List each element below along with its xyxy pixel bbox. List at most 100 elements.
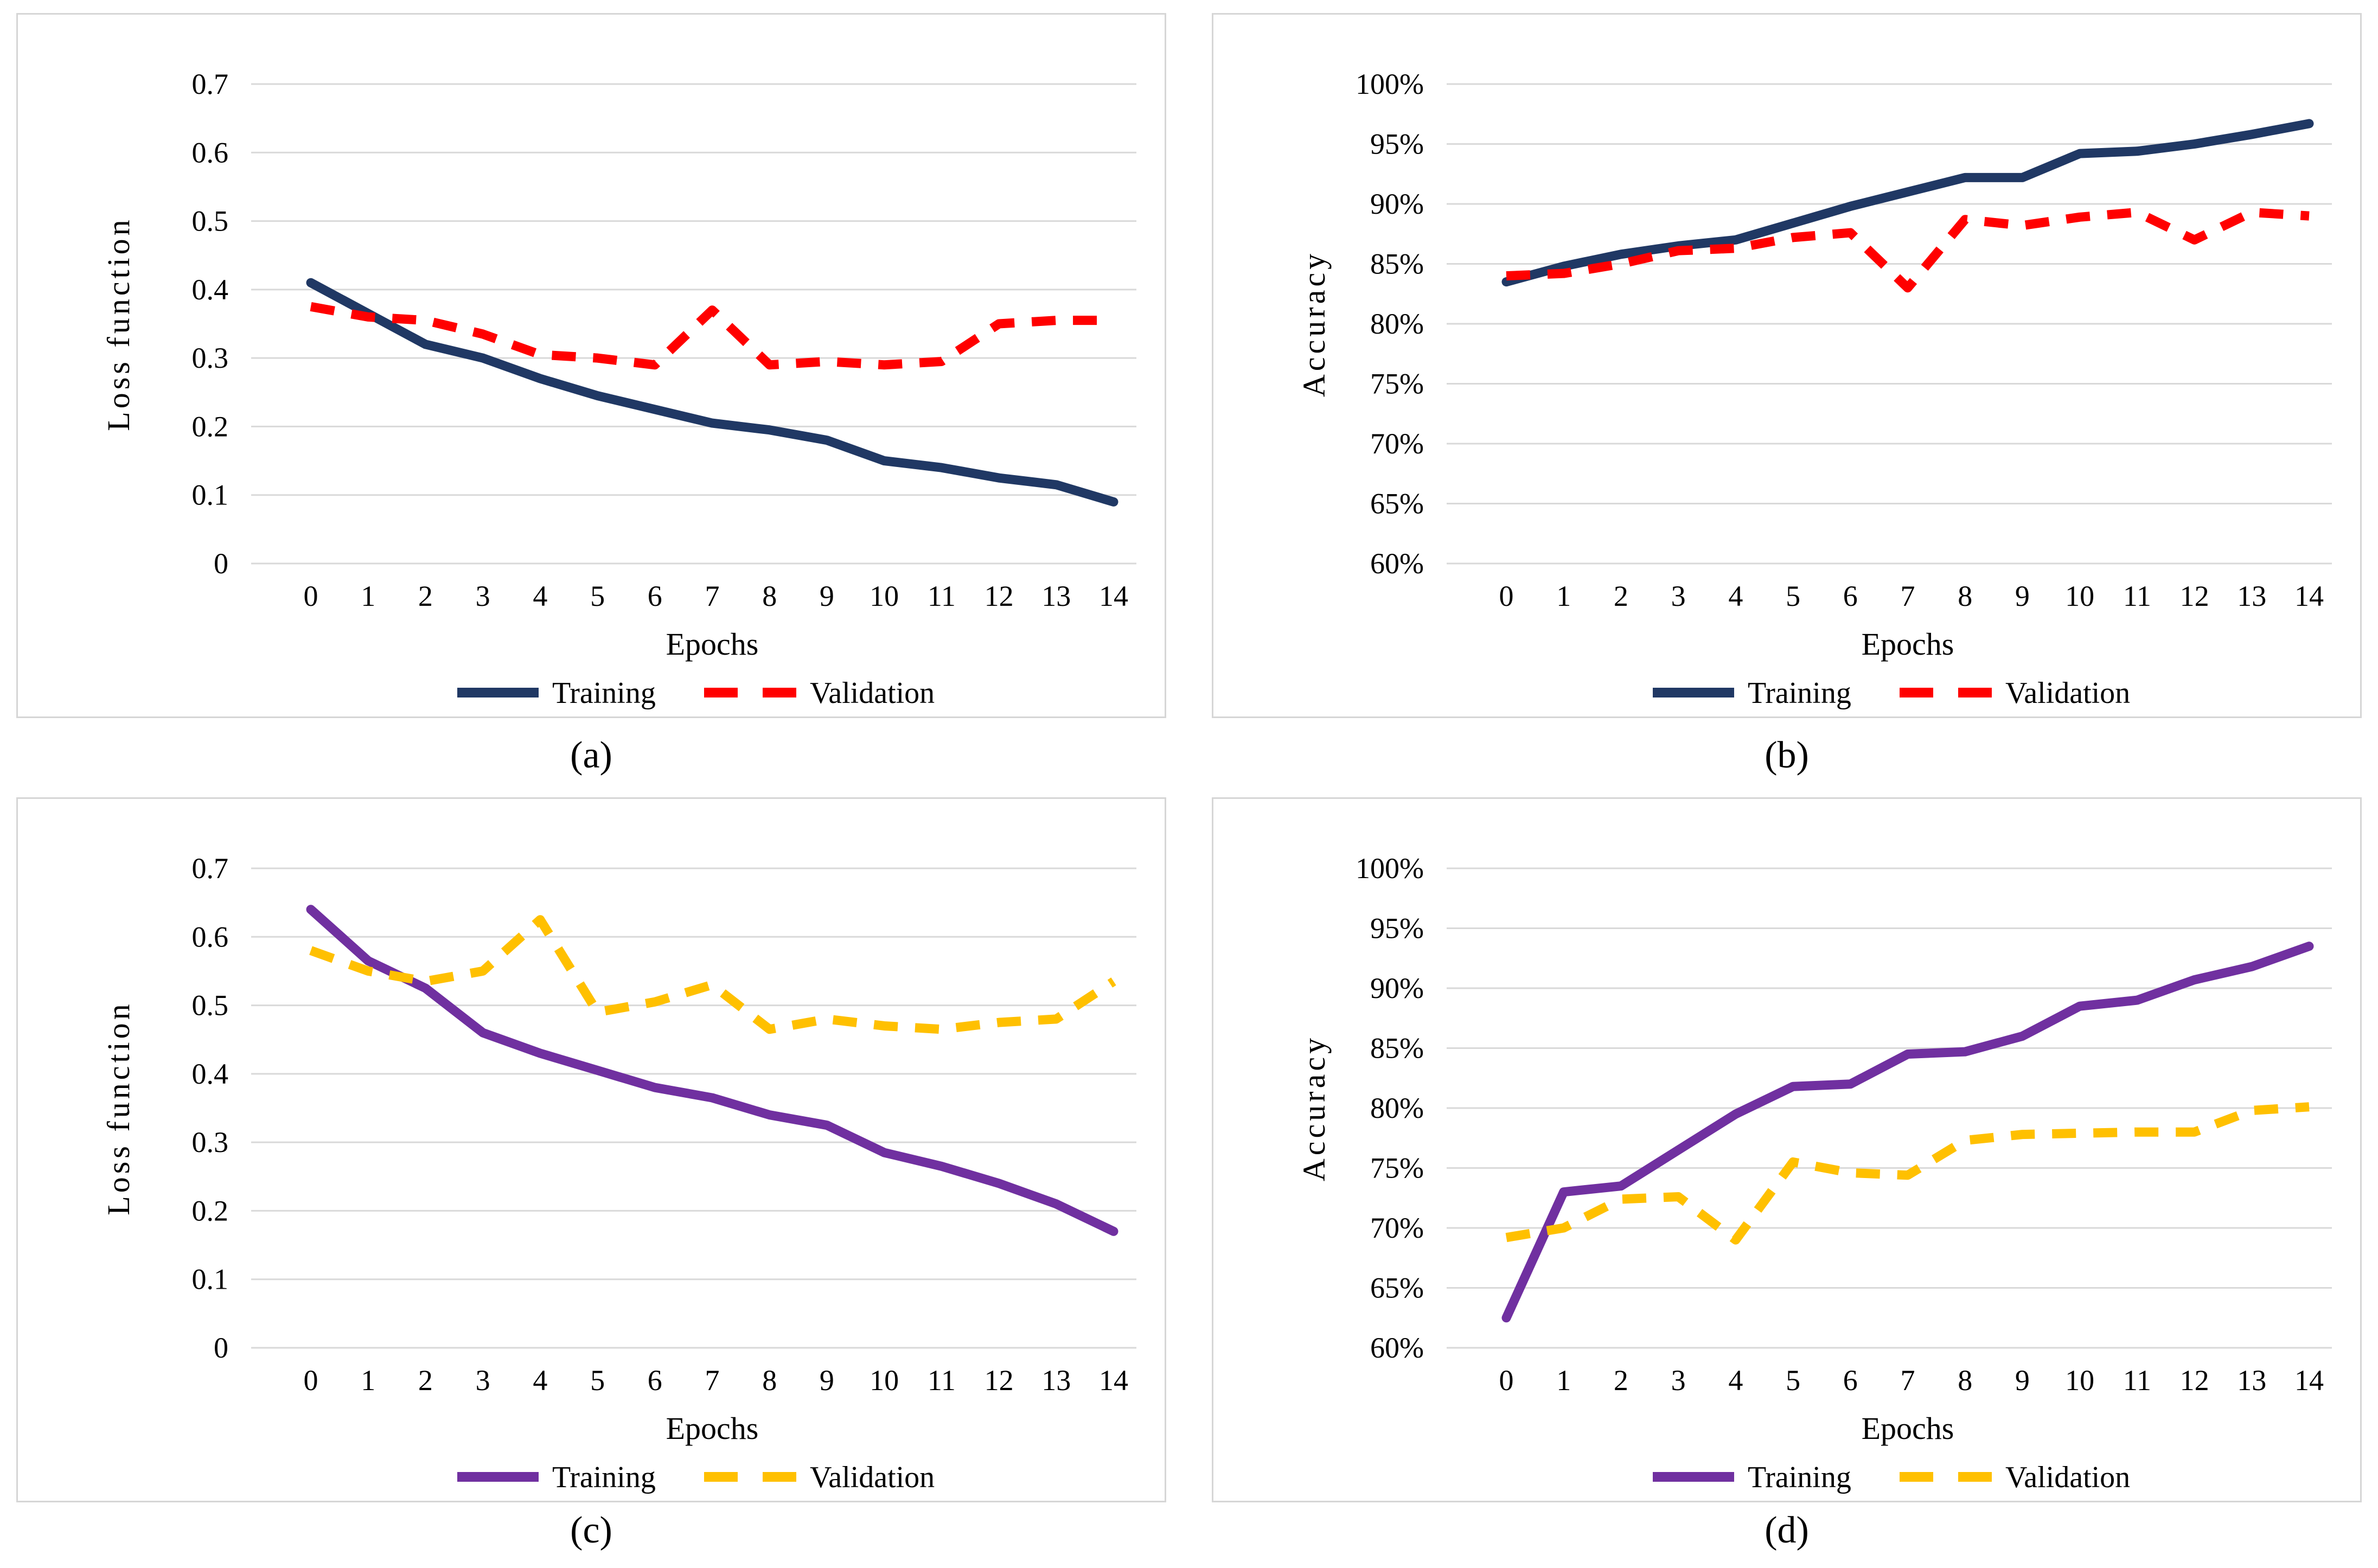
x-tick-label: 5: [590, 1364, 605, 1397]
y-tick-label: 80%: [1370, 1092, 1424, 1124]
training-line: [306, 905, 1118, 1236]
x-tick-label: 3: [476, 580, 490, 612]
legend-training-label: Training: [552, 676, 656, 710]
x-tick-label: 11: [928, 580, 956, 612]
x-tick-label: 2: [418, 1364, 433, 1397]
x-tick-label: 14: [2294, 580, 2324, 612]
x-tick-label: 11: [928, 1364, 956, 1397]
y-tick-label: 0.7: [192, 68, 229, 100]
x-tick-label: 2: [1614, 1364, 1628, 1397]
y-tick-label: 100%: [1356, 68, 1424, 100]
x-tick-label: 3: [1671, 1364, 1686, 1397]
validation-line: [310, 302, 1114, 370]
x-tick-label: 6: [1843, 1364, 1858, 1397]
panel-a: 0.7 0.6 0.5 0.4 0.3 0.2 0.1 0 Loss function 0 1 2 3 4…: [16, 13, 1166, 718]
x-tick-label: 3: [476, 1364, 490, 1397]
x-tick-label: 14: [2294, 1364, 2324, 1397]
caption-c: (c): [570, 1509, 612, 1551]
x-tick-label: 4: [533, 1364, 547, 1397]
x-tick-label: 1: [1556, 580, 1571, 612]
x-tick-label: 4: [1728, 580, 1743, 612]
y-tick-label: 85%: [1370, 248, 1424, 280]
y-tick-label: 60%: [1370, 1332, 1424, 1364]
legend-validation-label: Validation: [2005, 1461, 2130, 1494]
y-tick-label: 70%: [1370, 1212, 1424, 1244]
x-tick-label: 4: [1728, 1364, 1743, 1397]
x-tick-label: 4: [533, 580, 547, 612]
x-tick-label: 12: [2180, 580, 2209, 612]
x-tick-label: 13: [2237, 580, 2266, 612]
y-axis-title: Accuracy: [1296, 1035, 1332, 1181]
y-tick-label: 70%: [1370, 427, 1424, 460]
x-tick-label: 7: [705, 1364, 720, 1397]
training-line: [1501, 942, 2314, 1323]
y-tick-label: 0.1: [192, 479, 229, 511]
x-axis-title: Epochs: [666, 1411, 759, 1446]
cell-d: 100% 95% 90% 85% 80% 75% 70% 65% 60% Accuracy 0 1 2 3…: [1212, 797, 2362, 1559]
x-tick-label: 0: [304, 1364, 318, 1397]
x-tick-label: 13: [2237, 1364, 2266, 1397]
x-tick-label: 10: [2065, 1364, 2094, 1397]
x-tick-label: 7: [1901, 1364, 1915, 1397]
legend-training-label: Training: [1748, 1461, 1851, 1494]
x-axis-title: Epochs: [666, 626, 759, 662]
validation-line: [1506, 207, 2310, 293]
legend-training-label: Training: [552, 1461, 656, 1494]
caption-b: (b): [1765, 734, 1809, 776]
y-tick-label: 90%: [1370, 188, 1424, 220]
x-tick-label: 3: [1671, 580, 1686, 612]
caption-d: (d): [1765, 1509, 1809, 1551]
training-line: [306, 278, 1118, 507]
x-tick-label: 7: [1901, 580, 1915, 612]
y-tick-label: 0.5: [192, 205, 229, 238]
y-axis-title: Accuracy: [1296, 251, 1332, 397]
y-axis-title: Loss function: [101, 1001, 136, 1215]
legend-training-label: Training: [1748, 676, 1851, 710]
y-tick-label: 85%: [1370, 1032, 1424, 1065]
charts-grid: 0.7 0.6 0.5 0.4 0.3 0.2 0.1 0 Loss function 0 1 2 3 4…: [16, 13, 2362, 1559]
y-tick-label: 90%: [1370, 972, 1424, 1004]
x-tick-label: 7: [705, 580, 720, 612]
x-tick-label: 5: [590, 580, 605, 612]
x-tick-label: 10: [870, 580, 899, 612]
x-tick-label: 2: [418, 580, 433, 612]
x-tick-label: 8: [1958, 580, 1972, 612]
cell-a: 0.7 0.6 0.5 0.4 0.3 0.2 0.1 0 Loss function 0 1 2 3 4…: [16, 13, 1166, 793]
x-tick-label: 0: [1499, 1364, 1514, 1397]
x-tick-label: 12: [2180, 1364, 2209, 1397]
x-tick-label: 8: [1958, 1364, 1972, 1397]
y-tick-label: 0.5: [192, 989, 229, 1022]
x-tick-label: 9: [2015, 580, 2030, 612]
x-tick-label: 14: [1099, 1364, 1128, 1397]
y-axis-title: Loss function: [101, 216, 136, 431]
x-tick-label: 14: [1099, 580, 1128, 612]
y-tick-label: 0.1: [192, 1263, 229, 1296]
legend-validation-label: Validation: [2005, 676, 2130, 710]
x-tick-label: 5: [1786, 580, 1800, 612]
x-tick-label: 12: [985, 1364, 1014, 1397]
y-tick-label: 60%: [1370, 547, 1424, 580]
validation-line: [309, 915, 1116, 1034]
x-tick-label: 9: [820, 580, 834, 612]
y-tick-label: 95%: [1370, 912, 1424, 945]
y-tick-label: 65%: [1370, 488, 1424, 520]
y-tick-label: 0.4: [192, 273, 229, 306]
y-tick-label: 75%: [1370, 1152, 1424, 1185]
y-tick-label: 100%: [1356, 852, 1424, 885]
y-tick-label: 0.2: [192, 1194, 229, 1227]
y-tick-label: 0: [214, 1332, 228, 1364]
x-tick-label: 5: [1786, 1364, 1800, 1397]
x-tick-label: 12: [985, 580, 1014, 612]
legend-validation-label: Validation: [810, 1461, 935, 1494]
panel-d: 100% 95% 90% 85% 80% 75% 70% 65% 60% Accuracy 0 1 2 3…: [1212, 797, 2362, 1502]
x-tick-label: 8: [762, 580, 777, 612]
x-tick-label: 1: [361, 580, 375, 612]
x-tick-label: 11: [2123, 1364, 2151, 1397]
y-tick-label: 0: [214, 547, 228, 580]
x-tick-label: 13: [1041, 1364, 1071, 1397]
panel-c: 0.7 0.6 0.5 0.4 0.3 0.2 0.1 0 Loss function 0 1 2 3 4…: [16, 797, 1166, 1502]
x-tick-label: 10: [2065, 580, 2094, 612]
